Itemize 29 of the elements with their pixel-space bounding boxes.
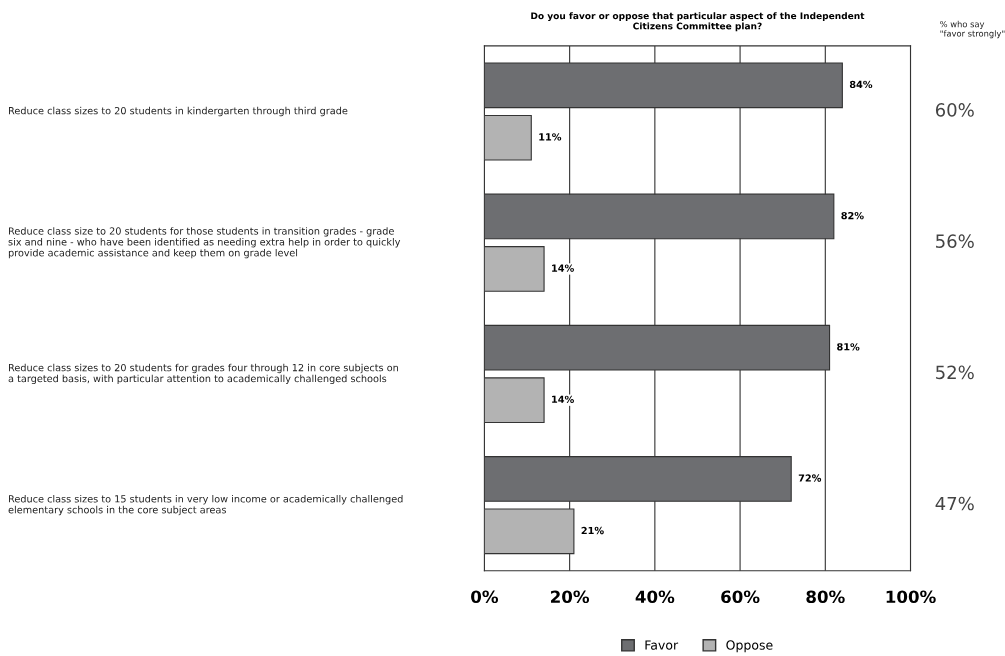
text: % who say "favor strongly" — [940, 20, 1005, 39]
legend-label: Oppose — [726, 640, 773, 653]
x-tick-label: 100% — [886, 590, 936, 604]
data-label: 82% — [841, 211, 864, 220]
x-tick-label: 40% — [635, 590, 675, 604]
bar — [484, 114, 532, 161]
y-tick-label: Reduce class size to 20 students for those students in transition grades - grade six and nine - who have been identified as needing extra help in order to quickly provide academic assistance and keep them on grade level — [8, 227, 401, 259]
text: 52% — [936, 365, 974, 380]
x-tick-label: 20% — [551, 590, 590, 604]
chart-title: Do you favor or oppose that particular aspect of the Independent Citizens Committee plan? — [531, 12, 865, 32]
y-tick-label: Reduce class sizes to 20 students for grades four through 12 in core subjects on a targeted basis, with particular attention to academically challenged schools — [8, 363, 398, 385]
bar — [484, 246, 545, 292]
y-tick-label: Reduce class sizes to 20 students in kindergarten through third grade — [8, 106, 348, 117]
text: 60% — [935, 103, 974, 117]
x-tick-label: 0% — [471, 590, 499, 604]
text: 56% — [936, 234, 974, 248]
data-label: 21% — [581, 526, 604, 535]
data-label: 72% — [798, 474, 822, 482]
x-tick-label: 80% — [806, 590, 845, 604]
x-tick-label: 60% — [721, 590, 760, 604]
data-label: 84% — [849, 80, 873, 89]
data-label: 14% — [552, 264, 574, 272]
data-label: 11% — [539, 133, 562, 141]
y-tick-label: Reduce class sizes to 15 students in very low income or academically challenged elementary schools in the core subject areas — [8, 494, 403, 516]
data-label: 81% — [837, 343, 860, 351]
text: 47% — [935, 496, 974, 511]
data-label: 14% — [552, 395, 574, 403]
legend-label: Favor — [645, 640, 679, 650]
bar — [484, 377, 545, 424]
